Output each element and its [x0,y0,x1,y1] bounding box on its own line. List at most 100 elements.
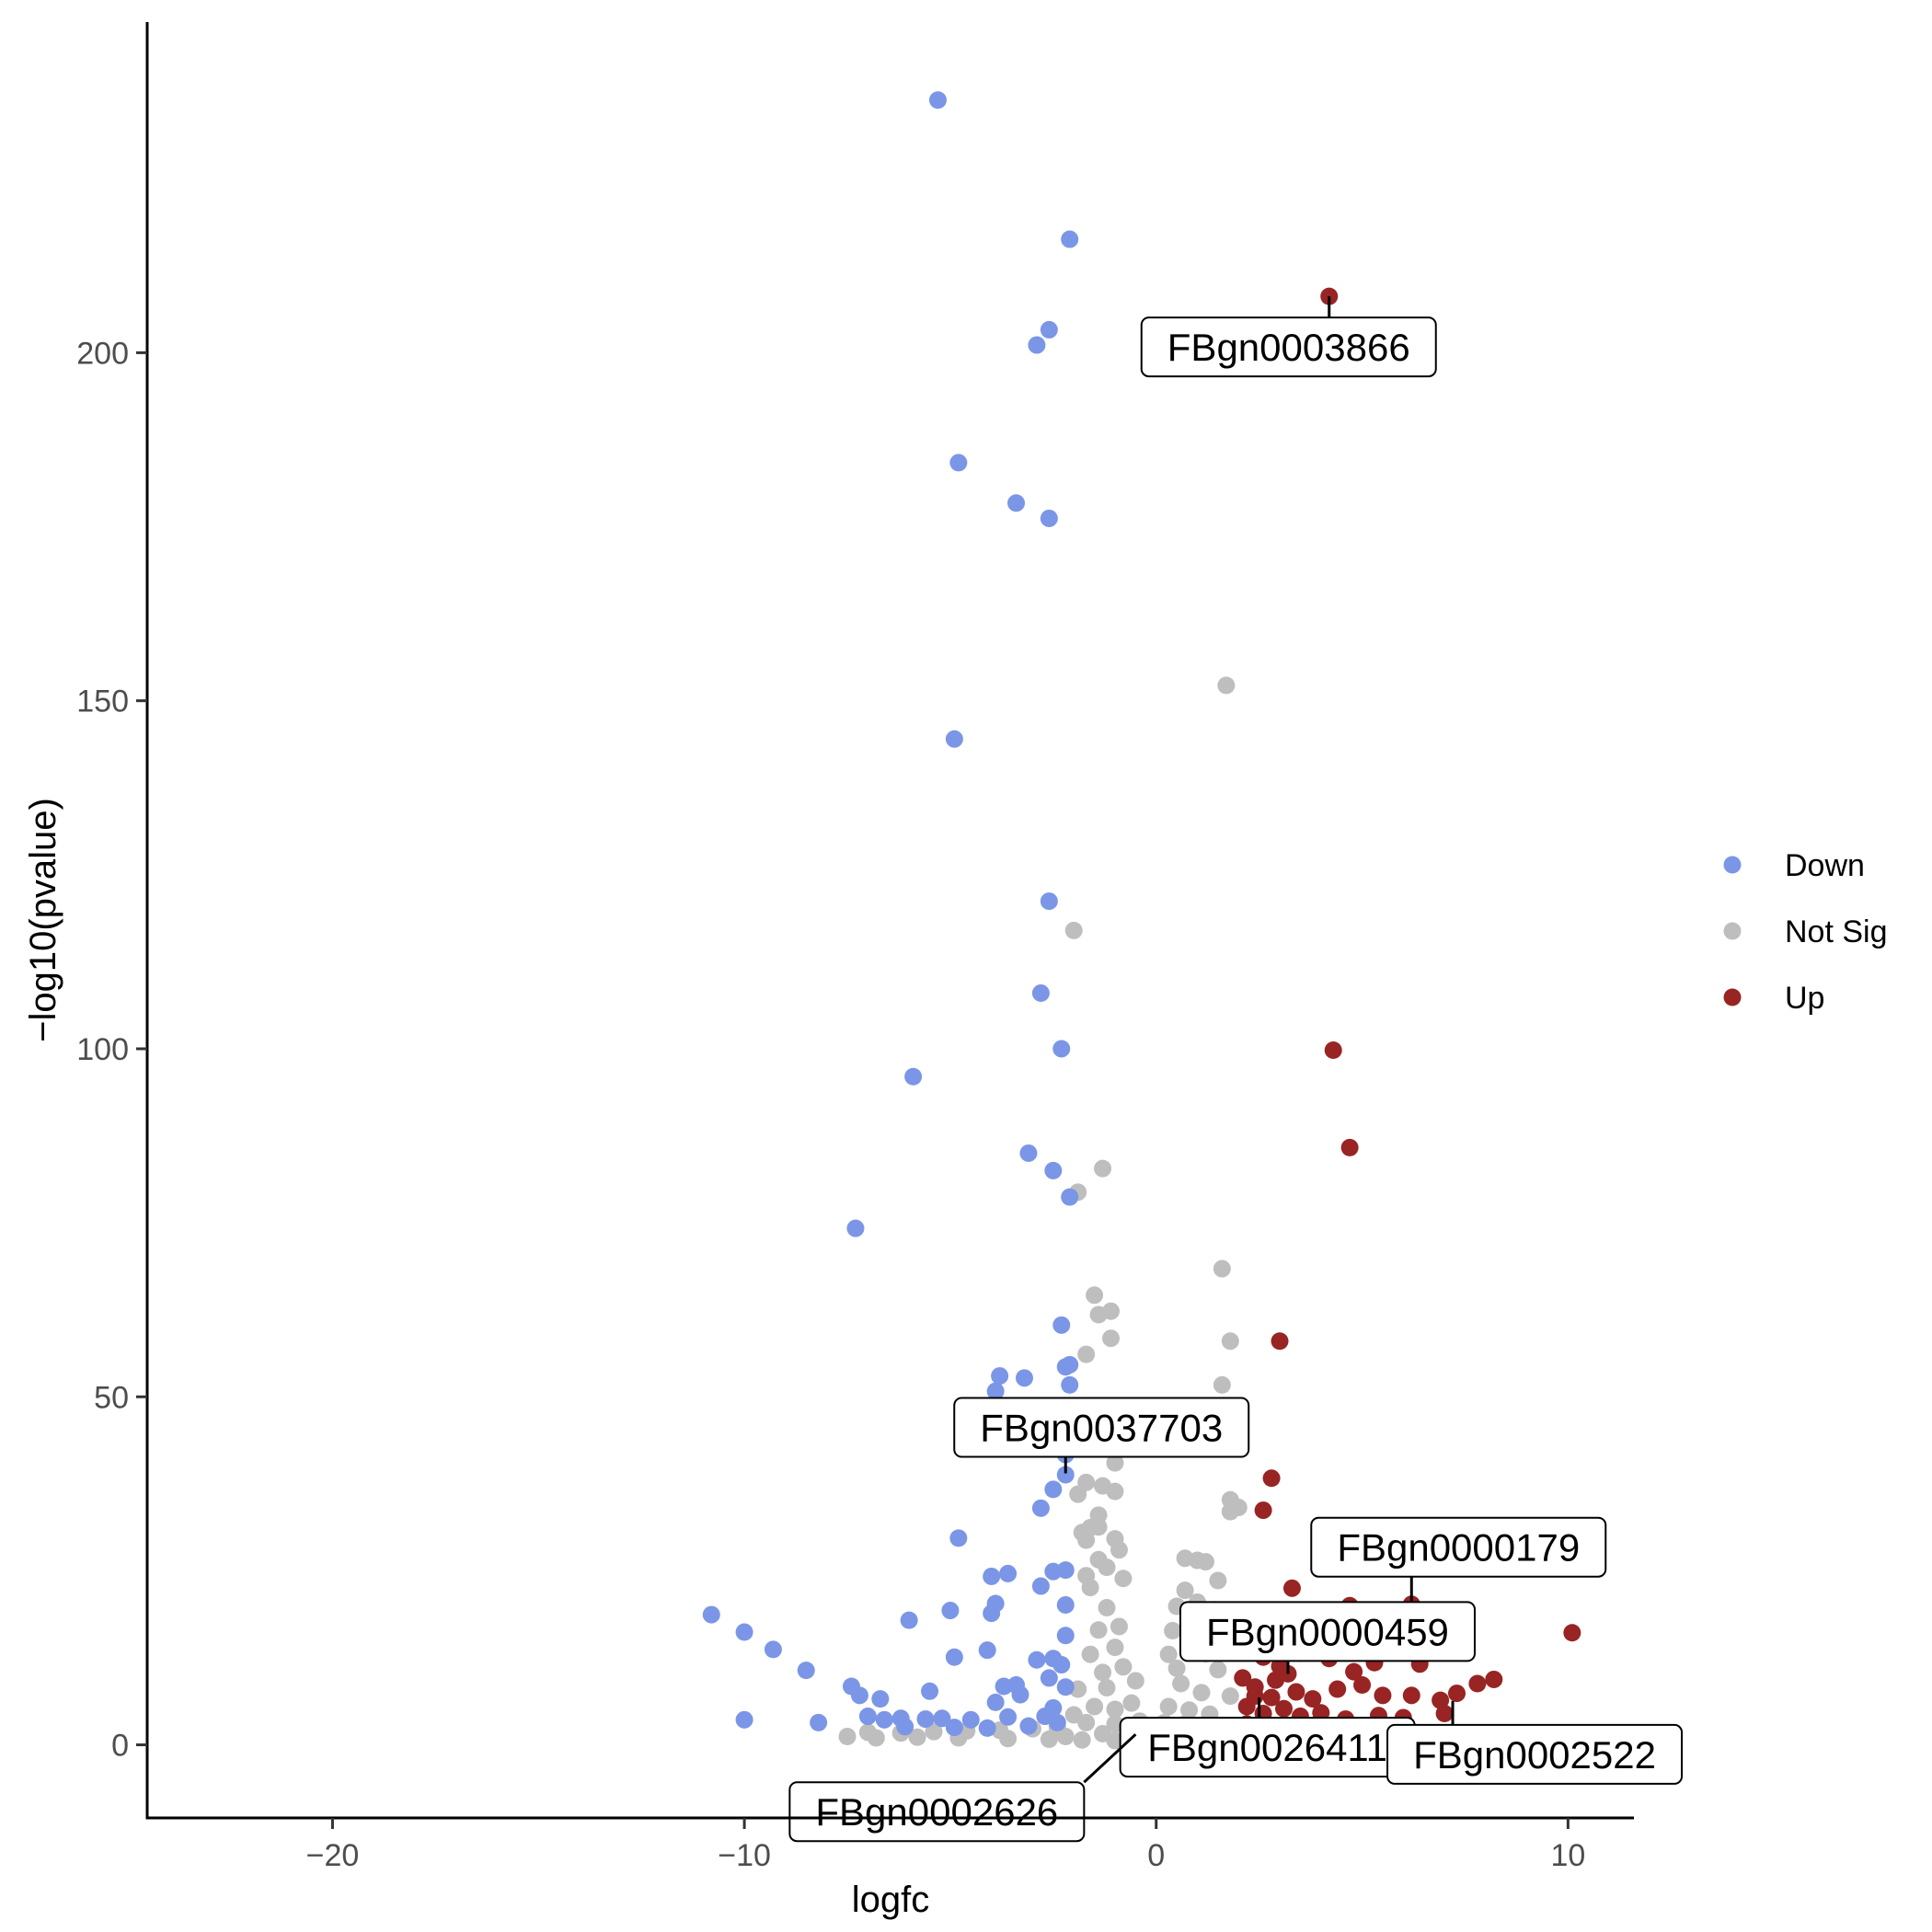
point-down [764,1640,782,1659]
point-not-sig [838,1727,857,1745]
legend-label-not-sig: Not Sig [1785,914,1888,949]
point-down [1011,1685,1029,1704]
point-down [945,1648,963,1666]
x-tick-label: −20 [306,1838,360,1873]
point-not-sig [1221,1687,1239,1706]
point-down [904,1067,923,1086]
point-up [1448,1685,1466,1703]
point-up [1353,1675,1372,1694]
point-not-sig [1081,1579,1099,1597]
point-down [921,1682,939,1700]
point-down [797,1662,815,1680]
point-not-sig [1172,1674,1190,1693]
point-down [1052,1316,1071,1334]
point-up [1275,1699,1294,1718]
point-down [1056,1595,1075,1614]
point-not-sig [1164,1621,1182,1639]
point-down [1056,1627,1075,1645]
annotation-box [953,1397,1250,1458]
point-down [1056,1466,1075,1484]
annotation-fbgn0002626: FBgn0002626 [788,1733,1137,1843]
point-down [986,1382,1005,1400]
point-up [1287,1683,1305,1701]
point-up [1485,1670,1503,1688]
point-not-sig [1192,1684,1211,1702]
point-not-sig [1056,1727,1075,1745]
point-not-sig [1114,1570,1133,1588]
legend: Down Not Sig Up [1723,848,1888,1016]
point-down [1007,494,1026,512]
legend-label-up: Up [1785,981,1824,1016]
point-not-sig [1094,1159,1112,1178]
point-down [991,1367,1009,1386]
point-down [1040,1669,1058,1687]
point-down [810,1713,828,1731]
x-tick-label: 10 [1550,1838,1585,1873]
point-down [928,91,947,109]
point-down [1019,1144,1038,1162]
point-not-sig [1106,1639,1124,1657]
point-down [1061,230,1079,248]
point-up [1304,1690,1322,1708]
point-down [1019,1717,1038,1735]
point-down [900,1611,918,1629]
point-down [850,1686,868,1705]
point-down [999,1708,1018,1726]
point-not-sig [1180,1701,1199,1719]
point-not-sig [1094,1724,1112,1742]
point-not-sig [1106,1482,1124,1501]
y-tick-label: 0 [111,1729,129,1764]
point-up [1254,1501,1272,1520]
point-not-sig [1089,1621,1108,1639]
point-not-sig [1159,1645,1178,1663]
point-not-sig [1073,1524,1091,1542]
legend-label-down: Down [1785,848,1865,883]
annotation-label: FBgn0026411 [1147,1726,1387,1769]
point-down [933,1709,951,1728]
annotation-box [1179,1601,1476,1662]
point-down [961,1710,980,1729]
point-not-sig [1114,1658,1133,1676]
point-up [1468,1674,1487,1693]
y-axis-ticks: 0 50 100 150 200 [76,336,147,1764]
point-down [1048,1713,1066,1731]
point-down [916,1710,935,1729]
point-not-sig [1098,1558,1116,1577]
point-down [1056,1358,1075,1376]
point-down [945,1719,963,1737]
point-down [1040,509,1058,527]
point-not-sig [925,1722,943,1741]
point-not-sig [1196,1553,1214,1571]
y-tick-label: 100 [76,1032,129,1067]
point-not-sig [1106,1454,1124,1472]
point-not-sig [1209,1571,1227,1590]
point-not-sig [1229,1499,1248,1517]
legend-key-down [1723,856,1742,874]
annotation-fbgn0003866: FBgn0003866 [1140,296,1437,378]
point-up [1234,1669,1252,1687]
point-not-sig [867,1729,885,1747]
point-not-sig [1209,1661,1227,1679]
point-up [1271,1332,1289,1351]
point-not-sig [1167,1659,1186,1677]
legend-key-not-sig [1723,922,1742,940]
point-down [1052,1656,1071,1674]
point-down [1015,1369,1033,1387]
point-down [1061,1188,1079,1206]
point-down [1044,1161,1063,1179]
point-down [999,1564,1018,1582]
point-down [1040,320,1058,339]
point-up [1262,1469,1281,1488]
point-not-sig [1064,921,1083,939]
annotation-box [1310,1516,1607,1578]
point-down [945,730,963,748]
point-not-sig [1221,1332,1239,1351]
point-up [1282,1579,1301,1597]
point-down [1044,1480,1063,1499]
point-not-sig [1098,1599,1116,1617]
point-down [986,1693,1005,1711]
point-not-sig [1159,1697,1178,1716]
point-not-sig [1122,1694,1141,1712]
point-not-sig [1213,1375,1231,1394]
point-not-sig [1077,1713,1096,1731]
